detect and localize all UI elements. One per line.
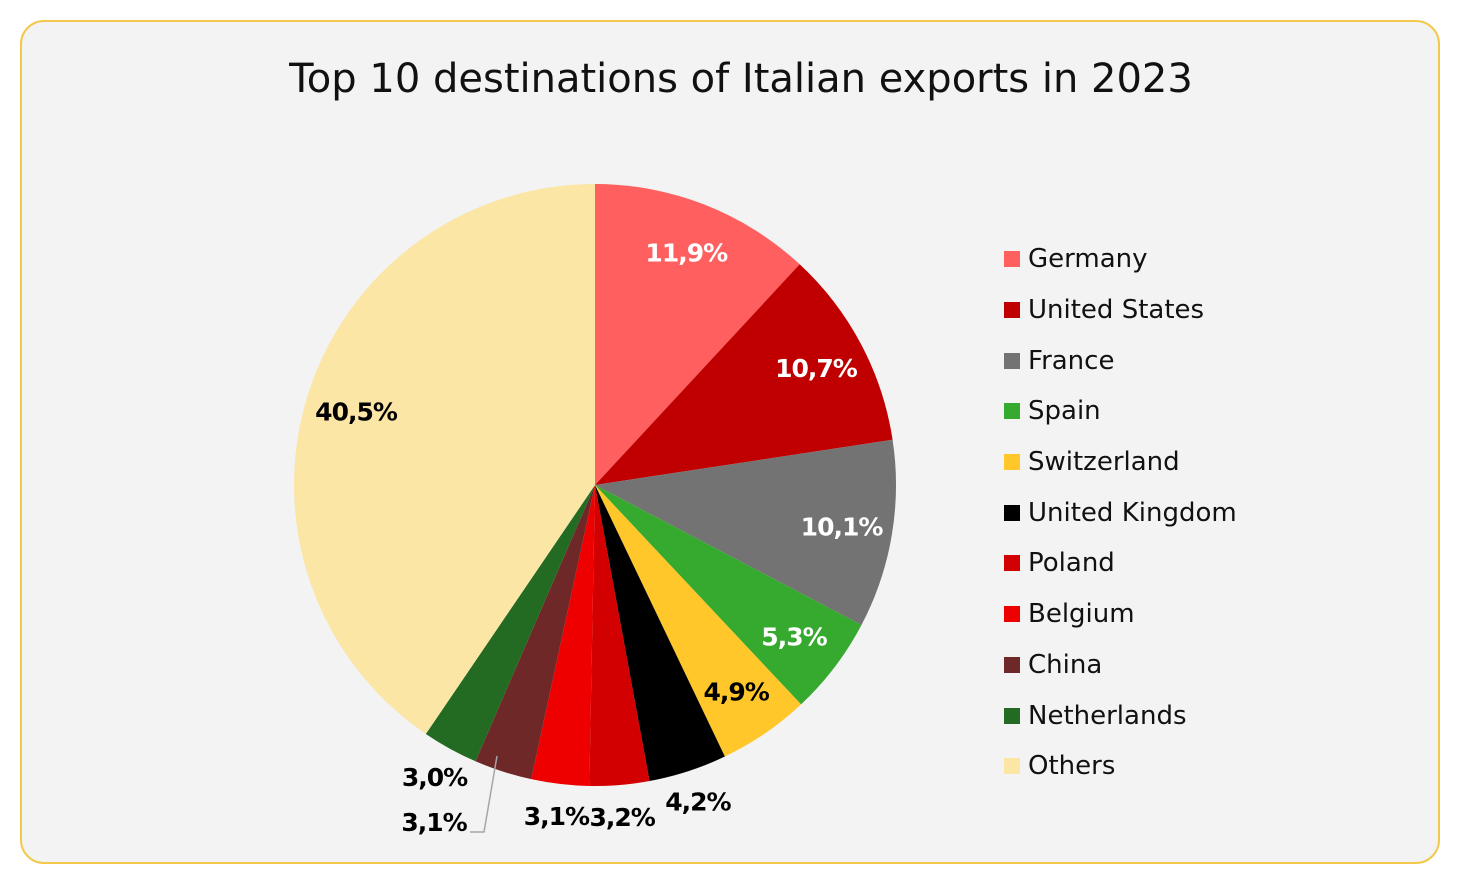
pie-slice-switzerland: [595, 485, 802, 757]
data-label-poland: 3,2%: [589, 803, 655, 832]
legend-label: United Kingdom: [1028, 497, 1237, 528]
legend-swatch: [1004, 504, 1020, 521]
pie-slice-netherlands: [425, 485, 595, 762]
legend-swatch: [1004, 352, 1020, 369]
legend-label: Poland: [1028, 548, 1115, 579]
pie-slice-others: [293, 184, 595, 734]
legend-item: Germany: [1004, 234, 1237, 285]
pie-slice-united-states: [595, 264, 893, 485]
legend-swatch: [1004, 403, 1020, 420]
legend-item: Spain: [1004, 386, 1237, 437]
legend-swatch: [1004, 758, 1020, 775]
legend-item: Switzerland: [1004, 437, 1237, 488]
data-label-netherlands: 3,0%: [402, 763, 468, 792]
legend: Germany United States France Spain Switzerla…: [1004, 234, 1237, 792]
data-label-france: 10,1%: [801, 512, 884, 541]
data-label-belgium: 3,1%: [524, 802, 590, 831]
legend-swatch: [1004, 555, 1020, 572]
data-label-others: 40,5%: [315, 397, 398, 426]
chart-title: Top 10 destinations of Italian exports i…: [289, 56, 1193, 102]
pie-slice-france: [595, 439, 896, 626]
legend-label: China: [1028, 649, 1103, 680]
pie-slice-china: [475, 485, 595, 780]
legend-swatch: [1004, 606, 1020, 623]
leader-line: [470, 755, 498, 833]
legend-swatch: [1004, 454, 1020, 471]
legend-item: Belgium: [1004, 589, 1237, 640]
legend-label: Spain: [1028, 396, 1101, 427]
legend-item: Poland: [1004, 538, 1237, 589]
legend-label: United States: [1028, 295, 1205, 326]
pie-slice-poland: [589, 485, 650, 787]
legend-swatch: [1004, 251, 1020, 268]
pie-slice-belgium: [531, 485, 595, 786]
data-label-spain: 5,3%: [761, 622, 827, 651]
legend-label: Germany: [1028, 244, 1148, 275]
legend-item: China: [1004, 640, 1237, 691]
legend-item: United Kingdom: [1004, 487, 1237, 538]
legend-label: Others: [1028, 751, 1116, 782]
pie-slice-united-kingdom: [595, 485, 725, 782]
legend-swatch: [1004, 302, 1020, 319]
legend-item: Netherlands: [1004, 690, 1237, 741]
legend-item: United States: [1004, 285, 1237, 336]
legend-item: Others: [1004, 741, 1237, 792]
legend-item: France: [1004, 335, 1237, 386]
data-label-china: 3,1%: [401, 808, 467, 837]
legend-label: France: [1028, 345, 1115, 376]
legend-label: Netherlands: [1028, 700, 1187, 731]
data-label-germany: 11,9%: [645, 238, 728, 267]
data-label-united-kingdom: 4,2%: [665, 788, 731, 817]
pie-slice-spain: [595, 485, 862, 705]
data-label-switzerland: 4,9%: [703, 677, 769, 706]
legend-swatch: [1004, 707, 1020, 724]
data-label-united-states: 10,7%: [775, 354, 858, 383]
legend-swatch: [1004, 656, 1020, 673]
legend-label: Switzerland: [1028, 447, 1180, 478]
pie-slice-germany: [595, 184, 800, 485]
legend-label: Belgium: [1028, 599, 1135, 630]
